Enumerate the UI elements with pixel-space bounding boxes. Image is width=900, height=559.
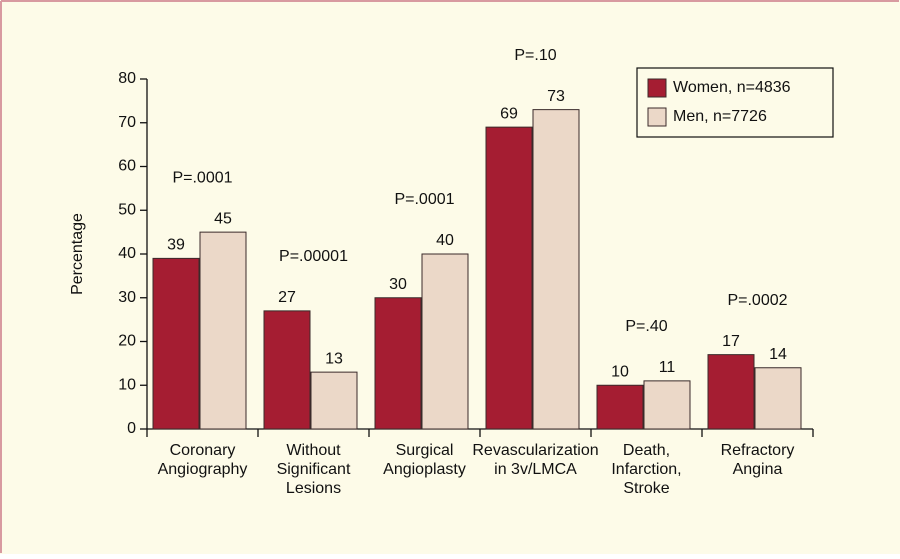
p-value-annotation: P=.40	[625, 318, 667, 335]
value-label: 39	[167, 237, 185, 254]
bar	[374, 297, 422, 430]
bar	[310, 371, 358, 430]
legend-label: Men, n=7726	[673, 108, 767, 125]
legend-swatch	[647, 78, 667, 98]
value-label: 17	[722, 333, 740, 350]
x-tick-label: Death,	[623, 442, 670, 459]
bar	[707, 354, 755, 430]
value-label: 10	[611, 363, 629, 380]
x-tick-label: Significant	[277, 461, 351, 478]
x-tick-label: Stroke	[623, 480, 669, 497]
x-tick-label: Surgical	[396, 442, 454, 459]
value-label: 45	[214, 210, 232, 227]
value-label: 30	[389, 276, 407, 293]
p-value-annotation: P=.0001	[172, 169, 232, 186]
legend-label: Women, n=4836	[673, 79, 791, 96]
y-tick-label: 10	[118, 376, 136, 393]
x-tick-label: Lesions	[286, 480, 341, 497]
bar	[199, 231, 247, 430]
value-label: 40	[436, 232, 454, 249]
x-tick-label: Angina	[733, 461, 783, 478]
y-tick-label: 30	[118, 289, 136, 306]
y-tick-label: 60	[118, 158, 136, 175]
x-tick-label: Infarction,	[611, 461, 681, 478]
bar	[485, 126, 533, 430]
bar	[263, 310, 311, 430]
x-tick-label: Angioplasty	[383, 461, 466, 478]
legend-swatch	[647, 107, 667, 127]
p-value-annotation: P=.00001	[279, 248, 348, 265]
y-tick-label: 80	[118, 70, 136, 87]
value-label: 69	[500, 105, 518, 122]
bar	[532, 109, 580, 430]
legend-box	[636, 67, 834, 138]
value-label: 13	[325, 350, 343, 367]
x-tick-label: Coronary	[170, 442, 236, 459]
x-tick-label: Refractory	[721, 442, 795, 459]
x-tick-label: in 3v/LMCA	[494, 461, 577, 478]
y-tick-label: 50	[118, 201, 136, 218]
bar	[596, 384, 644, 430]
x-tick-label: Without	[286, 442, 341, 459]
p-value-annotation: P=.10	[514, 47, 556, 64]
y-tick-label: 40	[118, 245, 136, 262]
bar	[643, 380, 691, 430]
y-tick-label: 0	[127, 420, 136, 437]
x-tick-label: Angiography	[158, 461, 248, 478]
bar	[421, 253, 469, 430]
y-tick-label: 70	[118, 114, 136, 131]
value-label: 14	[769, 346, 787, 363]
y-axis-title: Percentage	[69, 213, 86, 295]
value-label: 27	[278, 289, 296, 306]
x-tick-label: Revascularization	[472, 442, 598, 459]
p-value-annotation: P=.0001	[394, 191, 454, 208]
p-value-annotation: P=.0002	[727, 292, 787, 309]
bar	[754, 367, 802, 430]
value-label: 73	[547, 88, 565, 105]
bar	[152, 257, 200, 430]
y-tick-label: 20	[118, 333, 136, 350]
value-label: 11	[659, 359, 676, 376]
